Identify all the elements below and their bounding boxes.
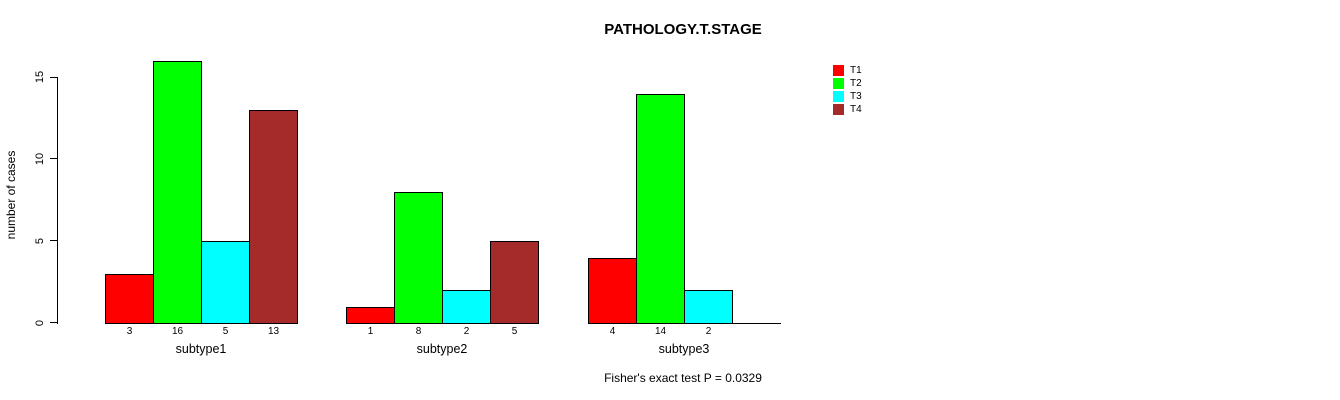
- y-axis-tick: [50, 240, 57, 242]
- bar-value-label: 3: [126, 326, 133, 337]
- legend-label-t4: T4: [850, 104, 862, 115]
- bar-t2-subtype2: [394, 191, 443, 324]
- y-axis-tick-label: 10: [34, 152, 46, 165]
- legend-swatch-t2: [833, 78, 844, 89]
- legend-label-t2: T2: [850, 78, 862, 89]
- y-axis-tick: [50, 158, 57, 160]
- bar-t3-subtype1: [201, 240, 250, 324]
- bar-t4-subtype2: [490, 240, 539, 324]
- x-category-label-subtype2: subtype2: [416, 342, 468, 356]
- bar-t2-subtype3: [636, 93, 685, 324]
- legend: T1 T2 T3 T4: [833, 65, 862, 117]
- legend-swatch-t4: [833, 104, 844, 115]
- bar-t3-subtype3: [684, 289, 733, 324]
- y-axis-tick-label: 5: [34, 237, 46, 244]
- y-axis-line: [57, 77, 58, 324]
- bar-value-label: 1: [367, 326, 374, 337]
- legend-item-t2: T2: [833, 78, 862, 89]
- bar-t1-subtype2: [346, 306, 395, 324]
- bar-value-label: 5: [511, 326, 518, 337]
- bar-t1-subtype1: [105, 273, 154, 324]
- bar-value-label: 8: [415, 326, 422, 337]
- bar-t3-subtype2: [442, 289, 491, 324]
- legend-item-t4: T4: [833, 104, 862, 115]
- legend-swatch-t3: [833, 91, 844, 102]
- legend-item-t1: T1: [833, 65, 862, 76]
- legend-swatch-t1: [833, 65, 844, 76]
- bar-value-label: 14: [654, 326, 667, 337]
- bar-value-label: 4: [609, 326, 616, 337]
- legend-label-t3: T3: [850, 91, 862, 102]
- y-axis-tick: [50, 322, 57, 323]
- legend-item-t3: T3: [833, 91, 862, 102]
- bar-t2-subtype1: [153, 60, 202, 324]
- bar-t4-subtype1: [249, 109, 298, 324]
- bar-value-label: 2: [705, 326, 712, 337]
- chart-title: PATHOLOGY.T.STAGE: [604, 21, 762, 38]
- y-axis-tick-label: 0: [34, 319, 46, 326]
- bar-value-label: 5: [222, 326, 229, 337]
- fisher-test-annotation: Fisher's exact test P = 0.0329: [604, 371, 762, 385]
- bar-value-label: 16: [171, 326, 184, 337]
- x-category-label-subtype1: subtype1: [175, 342, 227, 356]
- bar-t1-subtype3: [588, 257, 637, 324]
- y-axis-title: number of cases: [4, 150, 18, 240]
- y-axis-tick: [50, 76, 57, 78]
- y-axis-tick-label: 15: [34, 70, 46, 84]
- legend-label-t1: T1: [850, 65, 862, 76]
- bar-value-label: 2: [463, 326, 470, 337]
- bar-value-label: 13: [267, 326, 280, 337]
- x-category-label-subtype3: subtype3: [658, 342, 710, 356]
